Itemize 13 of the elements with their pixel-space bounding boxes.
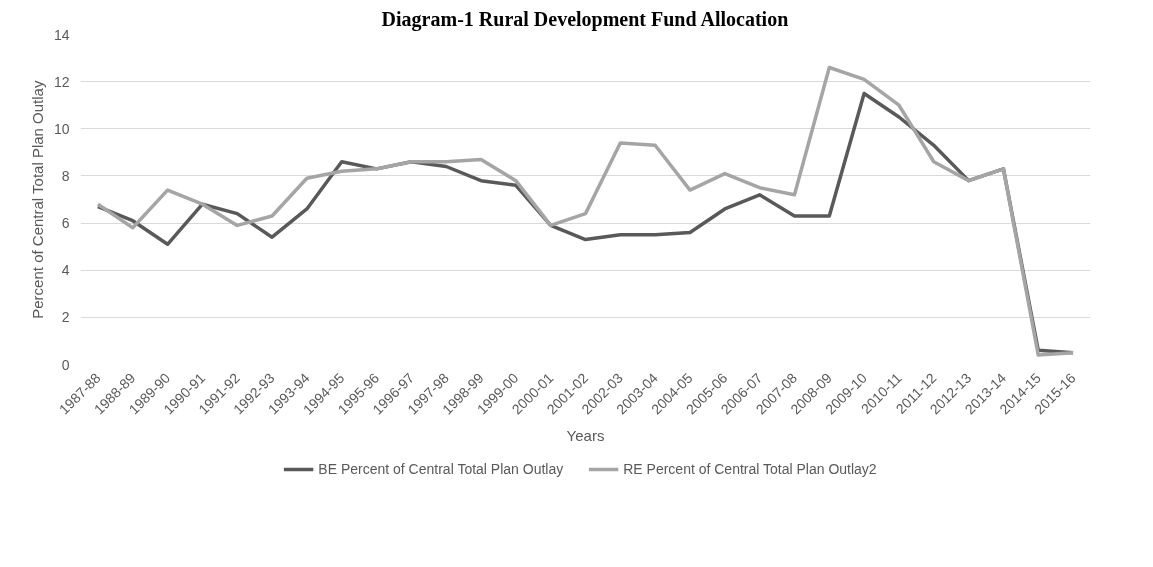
x-axis-title: Years [566,426,605,444]
y-tick-label: 12 [53,73,70,90]
y-axis-title: Percent of Central Total Plan Outlay [28,80,46,319]
y-tick-label: 0 [61,356,70,373]
chart-title: Diagram-1 Rural Development Fund Allocation [381,7,789,31]
y-tick-label: 2 [61,309,70,326]
legend-label: BE Percent of Central Total Plan Outlay [318,460,564,477]
y-tick-label: 4 [61,262,70,279]
y-tick-label: 6 [61,215,70,232]
y-tick-label: 14 [53,26,70,43]
y-tick-label: 10 [53,120,70,137]
legend-label: RE Percent of Central Total Plan Outlay2 [623,460,877,477]
y-tick-label: 8 [61,167,70,184]
